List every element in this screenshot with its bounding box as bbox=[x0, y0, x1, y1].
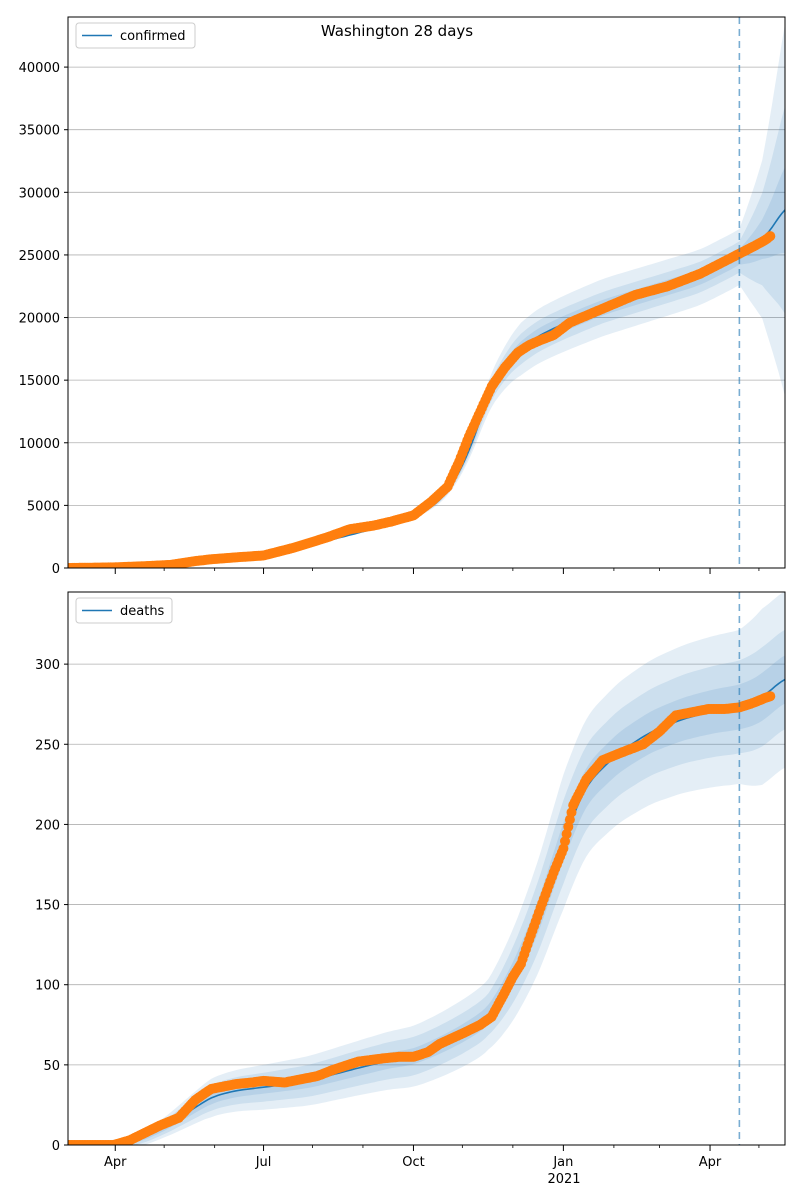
y-tick-label: 0 bbox=[52, 1139, 60, 1154]
y-tick-label: 15000 bbox=[19, 374, 60, 389]
y-tick-label: 20000 bbox=[19, 312, 60, 327]
legend-box bbox=[75, 597, 173, 624]
y-tick-label: 100 bbox=[35, 979, 60, 994]
confirmed-panel: 0 5000 10000 15000 20000 25000 30000 35000 40000… bbox=[19, 16, 786, 577]
x-tick-label: Apr bbox=[104, 1155, 127, 1170]
y-tick-label: 250 bbox=[35, 738, 60, 753]
y-tick-label: 10000 bbox=[19, 437, 60, 452]
x-tick-label: Jul bbox=[255, 1155, 272, 1170]
axes-frame bbox=[67, 16, 786, 569]
plot-area bbox=[68, 592, 785, 1145]
y-tick-label: 25000 bbox=[19, 249, 60, 264]
observed-point bbox=[765, 691, 776, 702]
legend-label: deaths bbox=[120, 604, 165, 619]
y-tick-label: 5000 bbox=[27, 499, 60, 514]
y-tick-label: 200 bbox=[35, 818, 60, 833]
legend-box bbox=[75, 22, 196, 49]
y-tick-label: 50 bbox=[43, 1059, 60, 1074]
uncertainty-band-2 bbox=[68, 106, 785, 568]
uncertainty-band-1 bbox=[68, 592, 785, 1145]
y-tick-label: 40000 bbox=[19, 61, 60, 76]
x-tick-label: Apr bbox=[699, 1155, 722, 1170]
x-year-label: 2021 bbox=[547, 1172, 580, 1187]
uncertainty-band-3 bbox=[68, 655, 785, 1145]
y-tick-label: 300 bbox=[35, 658, 60, 673]
y-tick-label: 150 bbox=[35, 899, 60, 914]
y-tick-label: 30000 bbox=[19, 186, 60, 201]
deaths-panel: 0 50 100 150 200 250 300 Apr Jul Oct Jan Apr deaths bbox=[35, 591, 786, 1170]
legend-label: confirmed bbox=[120, 29, 186, 44]
observed-point bbox=[765, 231, 776, 242]
axes-frame bbox=[67, 591, 786, 1146]
chart-title: Washington 28 days bbox=[321, 22, 473, 40]
y-tick-label: 0 bbox=[52, 562, 60, 577]
y-tick-label: 35000 bbox=[19, 124, 60, 139]
x-tick-label: Jan bbox=[552, 1155, 573, 1170]
plot-area bbox=[68, 23, 785, 568]
x-tick-label: Oct bbox=[402, 1155, 424, 1170]
